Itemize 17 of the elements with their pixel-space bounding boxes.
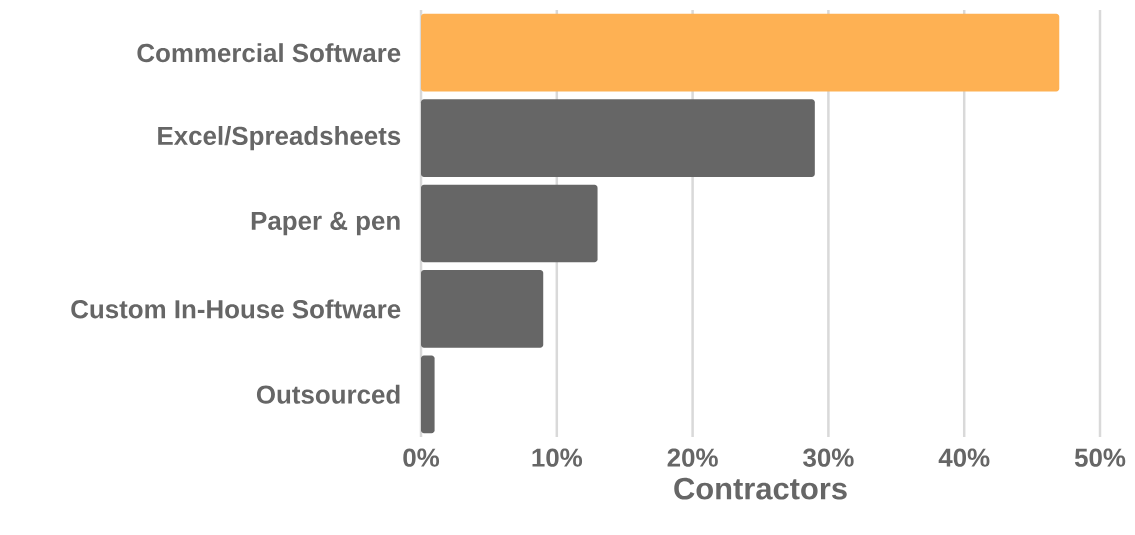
bar [421,99,815,177]
x-tick-label: 40% [938,448,990,467]
y-tick-label: Outsourced [256,384,400,404]
x-axis-title: Contractors [674,477,847,500]
y-tick-label: Custom In-House Software [71,299,401,319]
bar [421,13,1060,92]
x-tick-label: 30% [803,448,854,467]
x-tick-label: 50% [1074,448,1126,467]
bar [421,355,435,434]
x-tick-label: 20% [667,448,718,467]
bar [421,270,544,348]
y-tick-label: Commercial Software [137,43,401,63]
x-tick-label: 10% [532,448,583,467]
bar [421,184,598,263]
x-tick-label: 0% [403,448,440,467]
y-tick-label: Paper & pen [251,211,400,236]
y-tick-label: Excel/Spreadsheets [158,126,401,151]
